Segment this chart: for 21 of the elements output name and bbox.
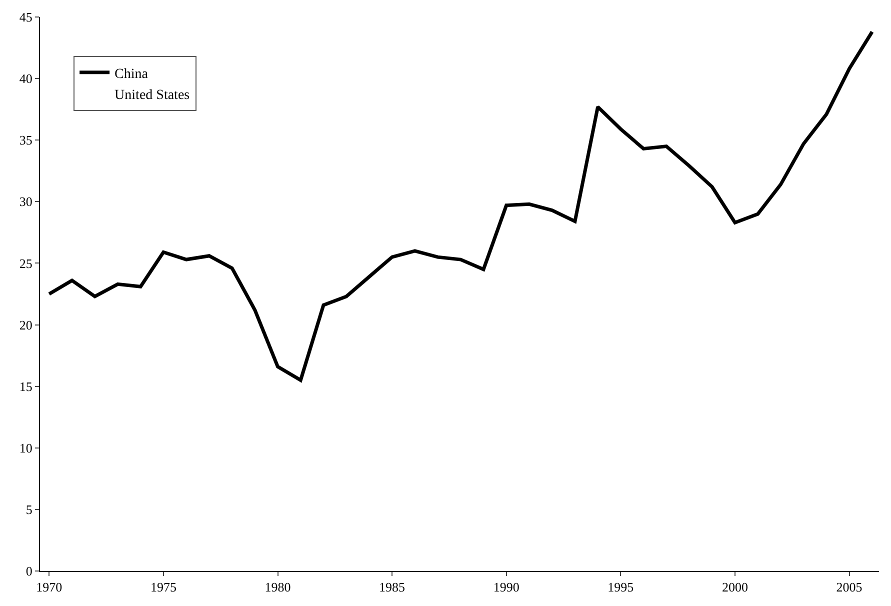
y-tick-label: 35 bbox=[19, 132, 32, 148]
y-tick-label: 40 bbox=[19, 71, 32, 86]
x-tick-label: 2005 bbox=[836, 580, 862, 595]
text: United States bbox=[114, 88, 190, 104]
line-series bbox=[47, 30, 874, 382]
x-tick-label: 1970 bbox=[36, 580, 62, 595]
legend-label: China bbox=[114, 66, 149, 82]
x-tick-label: 1980 bbox=[264, 580, 291, 595]
x-tick-label: 2000 bbox=[722, 580, 748, 595]
y-tick-label: 10 bbox=[19, 440, 32, 456]
x-tick-label: 1990 bbox=[493, 580, 520, 595]
y-tick-label: 0 bbox=[26, 564, 32, 579]
x-tick-label: 1975 bbox=[150, 580, 176, 595]
y-tick-label: 5 bbox=[26, 502, 32, 517]
y-tick-label: 20 bbox=[19, 317, 32, 332]
y-tick-label: 30 bbox=[19, 194, 32, 210]
y-tick-label: 45 bbox=[19, 10, 32, 25]
x-tick-label: 1995 bbox=[608, 580, 634, 595]
y-tick-label: 25 bbox=[19, 256, 32, 271]
x-tick-label: 1985 bbox=[379, 580, 406, 595]
y-tick-label: 15 bbox=[19, 378, 32, 394]
